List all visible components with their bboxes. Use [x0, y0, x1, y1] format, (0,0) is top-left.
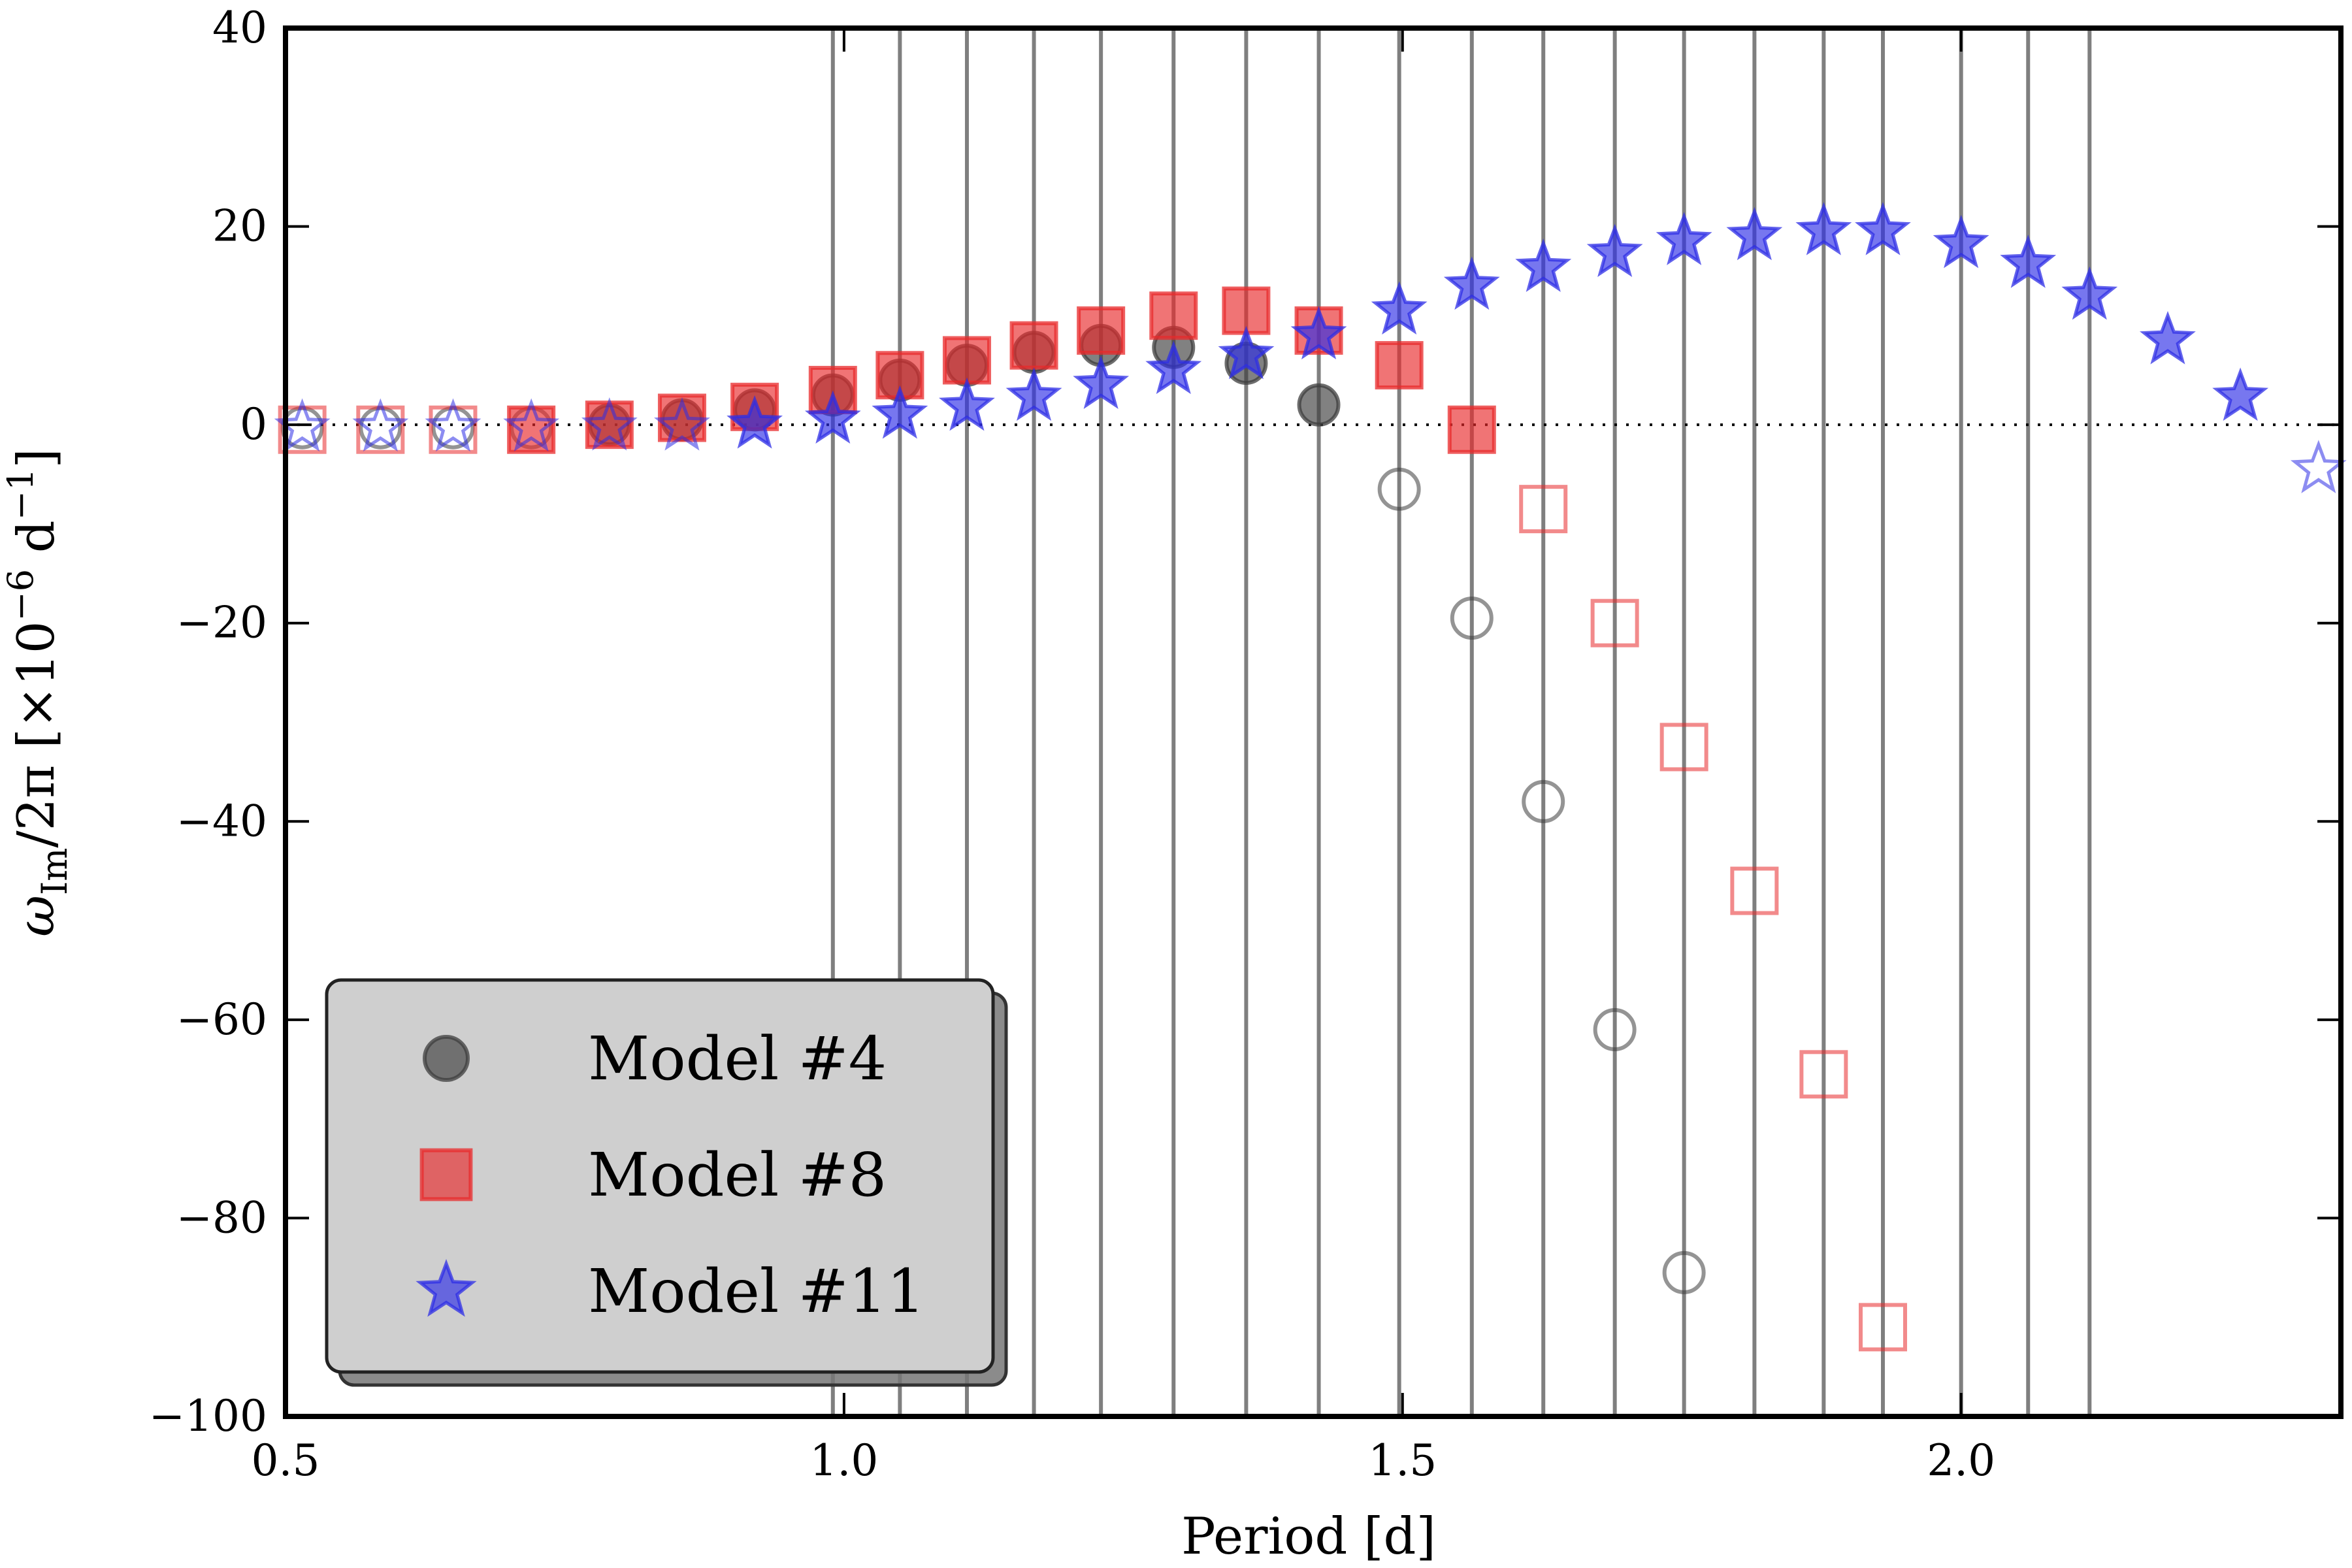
square-point — [1659, 723, 1708, 772]
x-tick-label: 2.0 — [1927, 1435, 1995, 1486]
star-point — [1795, 202, 1852, 255]
x-tick-label: 0.5 — [252, 1435, 320, 1486]
legend-star-marker — [416, 1259, 477, 1317]
legend: Model #4 Model #8 Model #11 — [325, 978, 1008, 1387]
star-point — [352, 398, 409, 452]
legend-label: Model #11 — [588, 1256, 925, 1326]
star-point — [1005, 367, 1062, 421]
star-point — [1726, 206, 1783, 261]
square-point — [1858, 1303, 1907, 1352]
y-tick-label: −80 — [176, 1192, 267, 1243]
star-point — [1855, 202, 1911, 255]
star-point — [727, 395, 783, 449]
y-axis-unit-exponent: −1 — [0, 468, 41, 521]
axis-tick-labels: 0.5 1.0 1.5 2.0 40 20 0 −20 −40 −60 −80 −100 — [149, 3, 1995, 1486]
plot-frame — [283, 25, 2344, 1419]
star-point — [1515, 238, 1572, 292]
star-point — [425, 398, 482, 452]
square-point — [1799, 1050, 1848, 1099]
y-axis-close-bracket: ] — [7, 448, 66, 468]
x-tick-label: 1.5 — [1368, 1435, 1437, 1486]
y-tick-label: 0 — [240, 399, 267, 449]
square-point — [1730, 866, 1779, 915]
star-point — [872, 385, 928, 439]
star-point — [804, 390, 861, 444]
square-point — [1447, 405, 1496, 454]
star-point — [1933, 214, 1989, 269]
star-point — [1371, 281, 1428, 335]
circle-point — [1297, 383, 1341, 427]
y-tick-label: −20 — [176, 598, 267, 648]
y-tick-label: −60 — [176, 994, 267, 1045]
x-axis-title: Period [d] — [1181, 1507, 1436, 1566]
circle-point — [1522, 779, 1565, 823]
legend-square-marker — [419, 1148, 473, 1201]
square-point — [1375, 341, 1424, 390]
y-axis-exponent: −6 — [0, 569, 41, 621]
star-point — [2140, 310, 2196, 365]
square-point — [1149, 291, 1198, 340]
circle-point — [1377, 467, 1421, 511]
star-point — [503, 398, 560, 452]
star-point — [939, 377, 995, 431]
star-point — [2290, 440, 2347, 493]
star-point — [1656, 212, 1712, 265]
square-point — [1077, 306, 1126, 355]
square-point — [1590, 598, 1639, 647]
y-tick-label: −40 — [176, 796, 267, 846]
y-tick-label: 20 — [212, 201, 267, 252]
legend-entry: Model #8 — [419, 1140, 887, 1210]
star-point — [2000, 235, 2057, 288]
star-point — [1073, 355, 1130, 409]
square-point — [1009, 321, 1058, 370]
star-point — [654, 397, 710, 451]
y-axis-subscript: Im — [34, 848, 75, 896]
legend-circle-marker — [423, 1035, 470, 1082]
y-tick-label: −100 — [149, 1391, 267, 1441]
circle-point — [1593, 1008, 1637, 1052]
legend-entry: Model #4 — [423, 1024, 887, 1094]
legend-label: Model #4 — [588, 1024, 887, 1094]
star-point — [2061, 266, 2118, 320]
circle-point — [1450, 596, 1494, 640]
star-point — [1586, 223, 1643, 278]
observed-period-lines — [830, 28, 2092, 1416]
y-axis-unit: d — [7, 520, 66, 569]
y-axis-symbol: ω — [7, 895, 66, 937]
legend-entry: Model #11 — [416, 1256, 925, 1326]
square-point — [942, 336, 991, 385]
square-point — [1519, 485, 1568, 534]
star-point — [1443, 256, 1500, 310]
legend-box — [325, 978, 995, 1374]
data-points — [274, 202, 2347, 1352]
x-tick-label: 1.0 — [809, 1435, 878, 1486]
star-point — [2212, 367, 2269, 421]
star-point — [1290, 306, 1347, 360]
star-point — [1218, 325, 1275, 380]
y-axis-title: ωIm/2π [×10−6 d−1] — [0, 448, 75, 937]
star-point — [1145, 340, 1202, 395]
axis-ticks — [284, 27, 2341, 1418]
y-tick-label: 40 — [212, 3, 267, 53]
y-axis-denominator: /2π [×10 — [7, 621, 66, 848]
star-point — [581, 397, 638, 451]
circle-point — [1662, 1250, 1706, 1294]
legend-label: Model #8 — [588, 1140, 887, 1210]
